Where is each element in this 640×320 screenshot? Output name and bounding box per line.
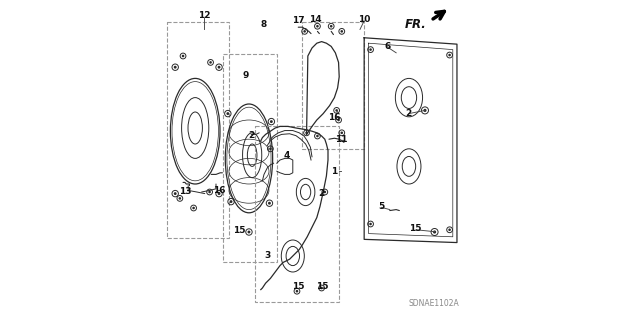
Circle shape xyxy=(296,290,298,292)
Circle shape xyxy=(218,192,220,195)
Text: 15: 15 xyxy=(233,226,246,235)
Circle shape xyxy=(340,132,343,134)
Text: 2: 2 xyxy=(405,109,411,118)
Text: 11: 11 xyxy=(335,135,347,144)
Circle shape xyxy=(174,192,177,195)
Text: 15: 15 xyxy=(409,224,422,233)
Circle shape xyxy=(209,61,212,64)
Circle shape xyxy=(369,48,372,51)
Circle shape xyxy=(179,197,181,200)
Circle shape xyxy=(369,223,372,225)
Text: 2: 2 xyxy=(319,189,324,198)
Text: 2: 2 xyxy=(248,132,254,140)
Circle shape xyxy=(268,202,271,205)
Circle shape xyxy=(305,132,308,134)
Text: 6: 6 xyxy=(385,42,391,51)
Text: 9: 9 xyxy=(243,71,249,80)
Circle shape xyxy=(316,135,319,137)
Circle shape xyxy=(433,230,436,234)
Circle shape xyxy=(230,200,232,203)
Circle shape xyxy=(182,55,184,57)
Bar xyxy=(223,54,277,262)
Circle shape xyxy=(269,148,272,150)
Circle shape xyxy=(303,30,306,33)
Circle shape xyxy=(208,191,211,193)
Circle shape xyxy=(335,109,338,112)
Text: 5: 5 xyxy=(378,202,385,211)
Text: 12: 12 xyxy=(198,11,211,20)
Circle shape xyxy=(340,30,343,33)
Text: 3: 3 xyxy=(264,252,270,260)
Circle shape xyxy=(330,25,333,28)
Circle shape xyxy=(192,207,195,209)
Circle shape xyxy=(448,228,451,231)
Text: 15: 15 xyxy=(316,282,329,291)
Circle shape xyxy=(218,66,220,68)
Circle shape xyxy=(248,230,250,234)
Text: 17: 17 xyxy=(292,16,305,25)
Text: 8: 8 xyxy=(261,20,267,29)
Text: 15: 15 xyxy=(292,282,305,291)
Text: 16: 16 xyxy=(213,186,225,195)
Bar xyxy=(302,22,364,149)
Circle shape xyxy=(448,54,451,56)
Text: 10: 10 xyxy=(358,15,371,24)
Circle shape xyxy=(227,112,229,115)
Circle shape xyxy=(316,25,319,28)
Bar xyxy=(167,22,229,238)
Text: 13: 13 xyxy=(179,188,191,196)
Circle shape xyxy=(424,109,426,112)
Circle shape xyxy=(337,119,340,121)
Text: 4: 4 xyxy=(284,151,289,160)
Circle shape xyxy=(174,66,177,68)
Circle shape xyxy=(320,287,323,289)
Text: 14: 14 xyxy=(309,15,321,24)
Text: 1: 1 xyxy=(332,167,337,176)
Text: FR.: FR. xyxy=(405,18,427,31)
Text: 16: 16 xyxy=(328,113,340,122)
Circle shape xyxy=(270,120,273,123)
Bar xyxy=(255,126,339,302)
Circle shape xyxy=(323,191,326,193)
Text: SDNAE1102A: SDNAE1102A xyxy=(408,299,460,308)
